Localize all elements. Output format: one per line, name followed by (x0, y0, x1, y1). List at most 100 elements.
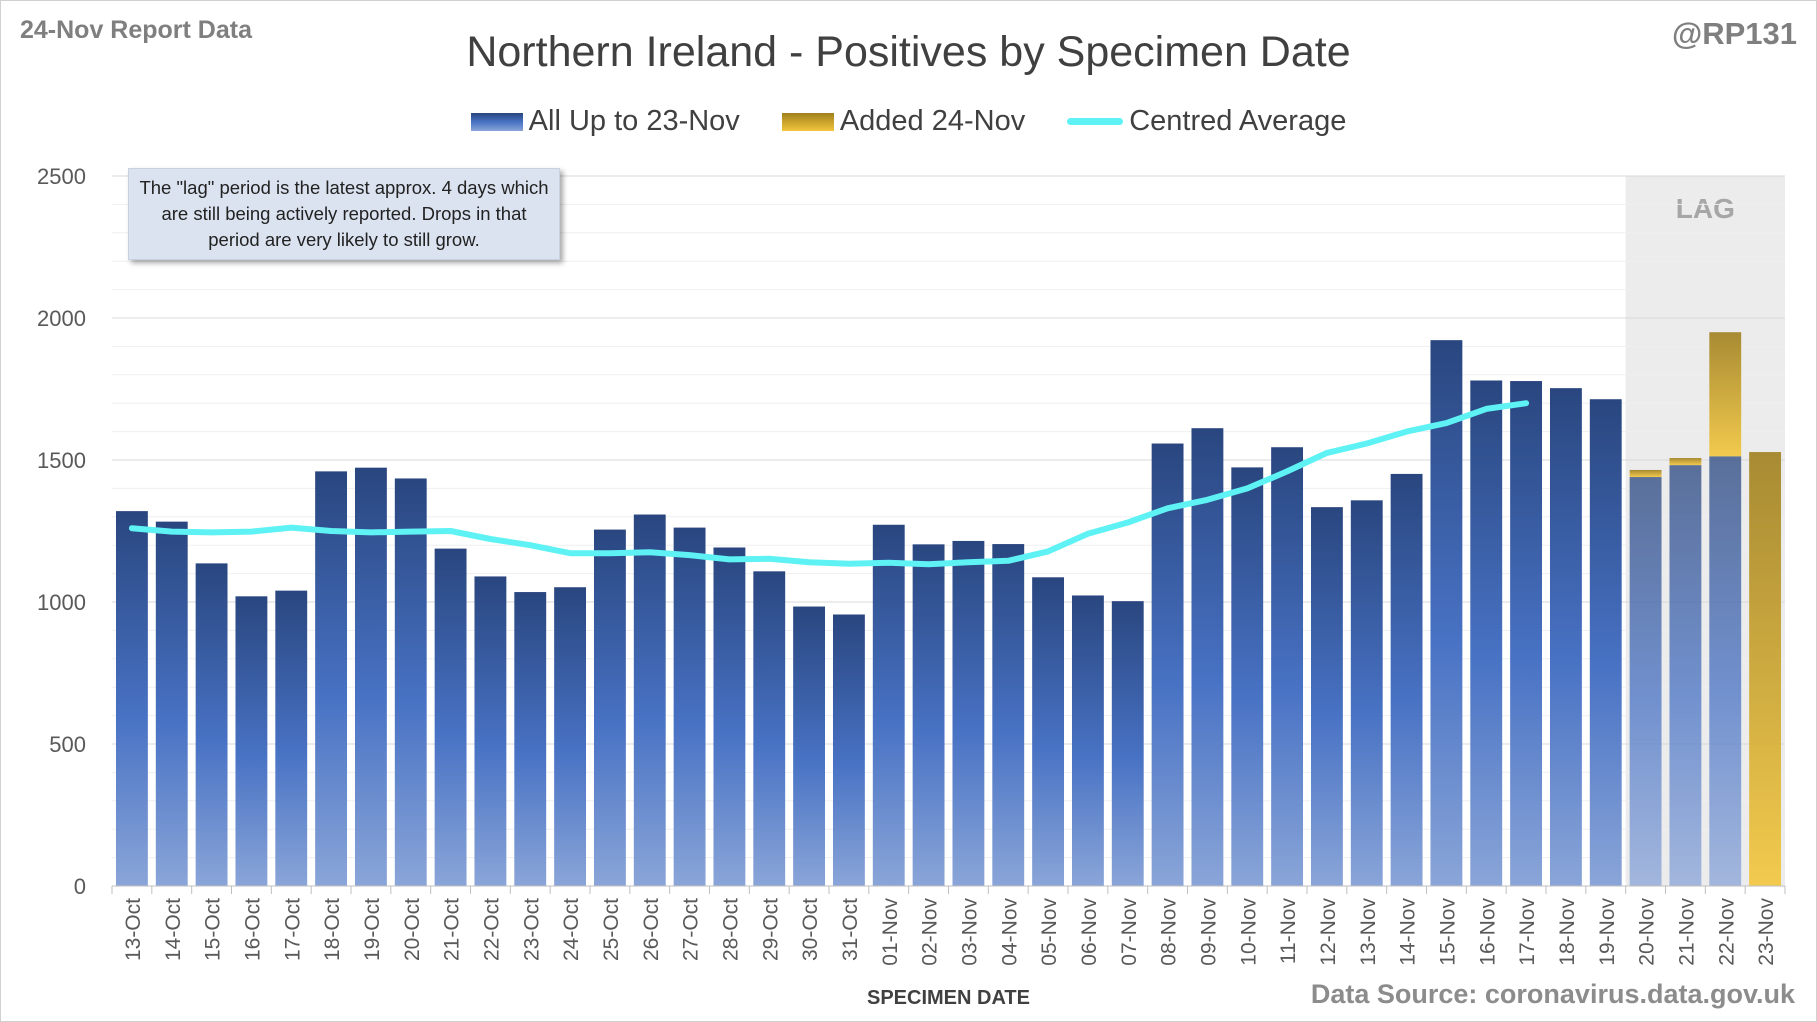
bar-all (673, 527, 706, 886)
bar-all (1390, 473, 1423, 886)
bar-all (912, 544, 945, 886)
x-tick-label: 18-Oct (321, 898, 344, 961)
x-tick-label: 14-Nov (1397, 898, 1420, 966)
x-tick-label: 17-Oct (281, 898, 304, 961)
x-tick-label: 02-Nov (919, 898, 942, 966)
y-tick-label: 500 (49, 732, 86, 757)
legend-item-added: Added 24-Nov (781, 105, 1026, 138)
bar-added (1709, 332, 1742, 457)
x-tick-label: 19-Nov (1596, 898, 1619, 966)
bar-all (992, 544, 1025, 886)
legend-label-average: Centred Average (1129, 105, 1347, 137)
x-tick-label: 20-Oct (401, 898, 424, 961)
x-tick-label: 20-Nov (1636, 898, 1659, 966)
bar-all (1350, 500, 1383, 886)
x-tick-label: 22-Nov (1715, 898, 1738, 966)
y-tick-label: 2500 (37, 164, 86, 189)
bar-all (1629, 477, 1662, 886)
bar-all (1470, 380, 1503, 886)
bar-all (1310, 507, 1343, 886)
bar-all (235, 596, 268, 886)
y-tick-label: 2000 (37, 306, 86, 331)
x-tick-label: 09-Nov (1197, 898, 1220, 966)
x-tick-label: 12-Nov (1317, 898, 1340, 966)
bar-all (1151, 443, 1184, 886)
x-tick-label: 31-Oct (839, 898, 862, 961)
x-tick-label: 05-Nov (1038, 898, 1061, 966)
x-axis-label: SPECIMEN DATE (867, 987, 1030, 1009)
legend-swatch-all (470, 112, 523, 131)
x-axis-ticks: 13-Oct 14-Oct 15-Oct 16-Oct 17-Oct 18-Oct 19-O… (111, 886, 1786, 966)
y-axis-ticks: 0 500 1000 1500 2000 2500 (37, 164, 86, 899)
bar-all (952, 540, 985, 886)
y-tick-label: 0 (74, 874, 86, 899)
data-source: Data Source: coronavirus.data.gov.uk (1310, 979, 1795, 1009)
lag-label: LAG (1676, 193, 1735, 224)
x-tick-label: 10-Nov (1237, 898, 1260, 966)
bar-all (394, 478, 427, 886)
x-tick-label: 06-Nov (1078, 898, 1101, 966)
legend-swatch-average (1067, 118, 1124, 125)
x-tick-label: 13-Nov (1357, 898, 1380, 966)
bar-all (1510, 381, 1543, 886)
bar-all (872, 524, 905, 886)
bar-all (1589, 399, 1622, 886)
bar-all (832, 614, 865, 886)
x-tick-label: 25-Oct (600, 898, 623, 961)
x-tick-label: 07-Nov (1118, 898, 1141, 966)
bar-all (474, 576, 507, 886)
bar-all (275, 590, 308, 886)
x-tick-label: 16-Oct (241, 898, 264, 961)
bar-all (633, 514, 666, 886)
x-tick-label: 22-Oct (480, 898, 503, 961)
legend-item-average: Centred Average (1067, 105, 1346, 138)
bar-all (1231, 467, 1264, 886)
x-tick-label: 24-Oct (560, 898, 583, 961)
legend-label-added: Added 24-Nov (839, 105, 1026, 137)
bar-added (1669, 458, 1702, 466)
bar-all (514, 592, 547, 886)
x-tick-label: 29-Oct (759, 898, 782, 961)
x-tick-label: 23-Nov (1755, 898, 1778, 966)
bar-all (315, 471, 348, 886)
lag-note-box: The "lag" period is the latest approx. 4… (128, 168, 560, 260)
bar-all (554, 587, 587, 886)
x-tick-label: 26-Oct (640, 898, 663, 961)
x-tick-label: 19-Oct (361, 898, 384, 961)
bar-all (1669, 465, 1702, 886)
x-tick-label: 27-Oct (680, 898, 703, 961)
bar-all (1032, 577, 1065, 886)
x-tick-label: 08-Nov (1158, 898, 1181, 966)
x-tick-label: 14-Oct (162, 898, 185, 961)
bars (115, 332, 1782, 887)
bar-all (1709, 456, 1742, 886)
x-tick-label: 15-Nov (1436, 898, 1459, 966)
bar-all (1430, 340, 1463, 887)
x-tick-label: 17-Nov (1516, 898, 1539, 966)
x-tick-label: 03-Nov (958, 898, 981, 966)
bar-all (1071, 595, 1104, 886)
x-tick-label: 28-Oct (719, 898, 742, 961)
gridlines (112, 175, 1785, 887)
bar-all (354, 467, 387, 886)
x-tick-label: 18-Nov (1556, 898, 1579, 966)
bar-all (593, 529, 626, 886)
legend: All Up to 23-Nov Added 24-Nov Centred Av… (0, 105, 1817, 138)
bar-all (753, 571, 786, 886)
chart-title: Northern Ireland - Positives by Specimen… (466, 28, 1351, 76)
author-handle: @RP131 (1671, 16, 1797, 51)
bar-all (713, 547, 746, 886)
bar-all (434, 548, 467, 886)
report-label: 24-Nov Report Data (20, 16, 252, 44)
x-tick-label: 21-Nov (1675, 898, 1698, 966)
bar-all (1111, 601, 1144, 886)
x-tick-label: 15-Oct (202, 898, 225, 961)
bar-added (1749, 452, 1782, 886)
bar-all (1271, 447, 1304, 886)
bar-all (115, 511, 148, 886)
x-tick-label: 13-Oct (122, 898, 145, 961)
y-tick-label: 1000 (37, 590, 86, 615)
legend-item-all: All Up to 23-Nov (470, 105, 740, 138)
x-tick-label: 01-Nov (879, 898, 902, 966)
